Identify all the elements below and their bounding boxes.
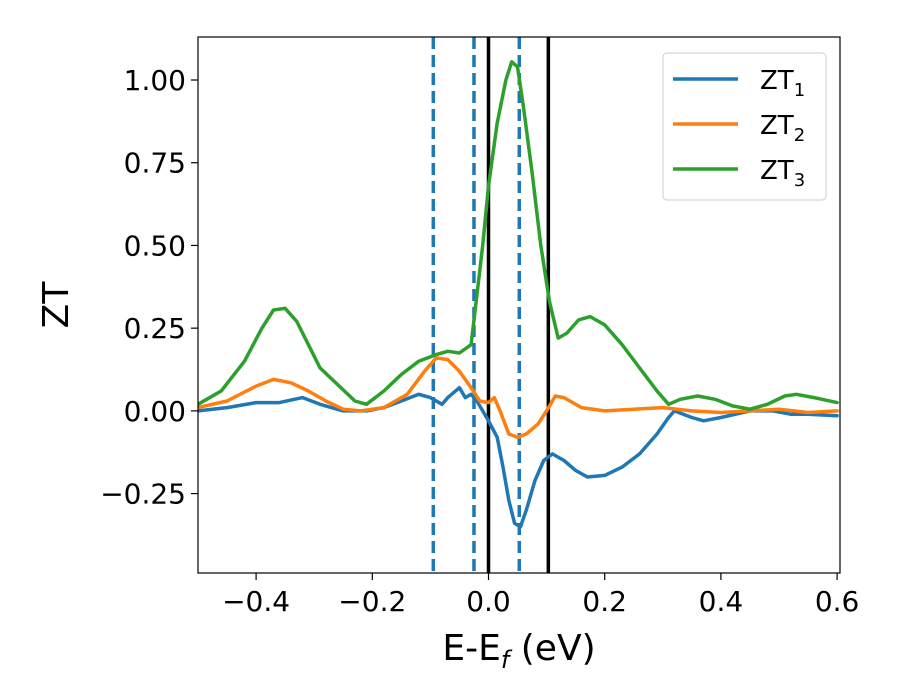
- x-axis-label: E-Ef (eV): [442, 628, 595, 674]
- y-tick-label: 0.50: [124, 229, 186, 262]
- x-axis-ticks: −0.4 −0.2 0.0 0.2 0.4 0.6: [222, 573, 859, 618]
- legend-label-zt2: ZT2: [760, 111, 805, 146]
- plot-frame: [197, 36, 841, 574]
- x-tick-label: 0.4: [699, 585, 744, 618]
- legend: ZT1 ZT2 ZT3: [662, 52, 827, 201]
- x-tick-label: 0.0: [466, 585, 511, 618]
- x-tick-label: 0.6: [815, 585, 860, 618]
- x-axis-label-unit: (eV): [509, 628, 595, 669]
- x-axis-label-main: E-E: [442, 628, 500, 669]
- series-lines: [198, 60, 839, 529]
- y-tick-label: 1.00: [124, 64, 186, 97]
- y-tick-label: −0.25: [100, 478, 186, 511]
- y-tick-label: 0.00: [124, 395, 186, 428]
- legend-label-zt3: ZT3: [760, 156, 805, 191]
- y-axis-ticks: −0.25 0.00 0.25 0.50 0.75 1.00: [100, 64, 198, 511]
- y-tick-label: 0.25: [124, 312, 186, 345]
- x-tick-label: 0.2: [582, 585, 627, 618]
- series-line-zt2: [198, 356, 839, 440]
- y-tick-label: 0.75: [124, 147, 186, 180]
- x-tick-label: −0.4: [222, 585, 290, 618]
- y-axis-label: ZT: [36, 281, 77, 329]
- series-line-zt3: [198, 60, 839, 411]
- legend-box: [662, 52, 827, 201]
- legend-label-zt1: ZT1: [760, 66, 805, 101]
- reference-lines: [431, 37, 551, 573]
- x-tick-label: −0.2: [338, 585, 406, 618]
